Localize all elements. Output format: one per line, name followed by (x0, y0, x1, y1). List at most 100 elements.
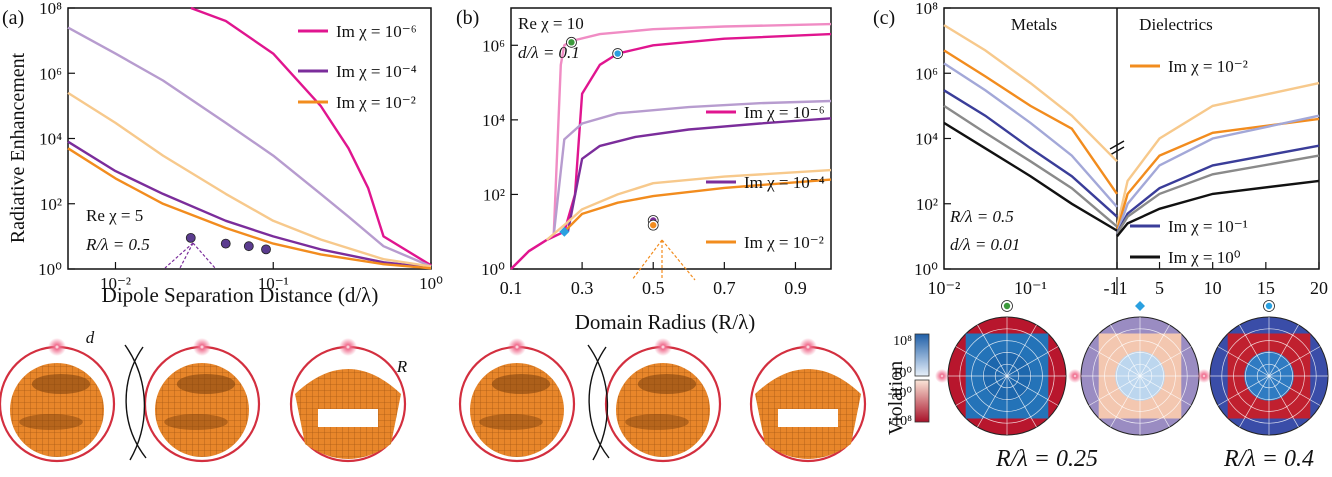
colorbar-tick-label: -10⁸ (888, 414, 912, 429)
polar-map (935, 300, 1067, 436)
c-xtick-label: 20 (1310, 278, 1328, 298)
voxel-sphere (0, 338, 116, 463)
polar-maps (935, 300, 1329, 436)
a-ytick-label: 10⁸ (39, 0, 62, 18)
panel-a-plot (67, 6, 432, 270)
panel-a-xticks: 10⁻² 10⁻¹ 10⁰ (100, 262, 443, 293)
c-ytick-label: 10⁴ (915, 130, 938, 149)
dipole-glow (654, 338, 672, 356)
b-ytick-label: 10⁴ (482, 111, 505, 130)
series-line-5-dielectric (1116, 179, 1320, 238)
series-line-4 (545, 168, 832, 241)
panel-b-note-d: d/λ = 0.1 (518, 43, 580, 62)
cavity (318, 409, 378, 427)
b-xtick-label: 0.9 (784, 278, 807, 298)
c-legend-label: Im χ = 10⁻¹ (1168, 217, 1248, 236)
voxel-groove (19, 414, 83, 430)
b-ytick-label: 10² (483, 185, 505, 204)
colorbar-ticks: 10⁸ 10⁰ -10⁰ -10⁸ (888, 334, 913, 429)
voxel-groove (164, 414, 228, 430)
panel-a-tag: (a) (2, 7, 24, 29)
transition-arrow (125, 346, 147, 459)
transition-arrow (588, 346, 610, 459)
panel-b-marker-arrows (631, 239, 696, 281)
voxel-groove (625, 414, 689, 430)
polar-spoke (955, 346, 1059, 406)
a-legend-label: Im χ = 10⁻⁴ (336, 62, 417, 81)
b-xtick-label: 0.3 (571, 278, 594, 298)
series-line-1-metal (943, 49, 1118, 195)
series-line-1-dielectric (1115, 117, 1320, 231)
a-legend-label: Im χ = 10⁻⁶ (336, 22, 417, 41)
c-xtick-label: 10 (1204, 278, 1222, 298)
polar-marker-point (1003, 302, 1011, 310)
c-ytick-label: 10⁸ (915, 0, 938, 18)
c-xtick-label: 15 (1257, 278, 1275, 298)
dipole-glow (48, 338, 66, 356)
b-ytick-label: 10⁰ (481, 260, 505, 279)
series-line-5-metal (943, 121, 1118, 232)
a-legend-label: Im χ = 10⁻² (336, 93, 416, 112)
structure-insets: dR (0, 328, 867, 463)
c-legend-label: Im χ = 10⁻² (1168, 57, 1248, 76)
a-ytick-label: 10⁴ (39, 130, 62, 149)
panel-b-plot (510, 22, 832, 270)
colorbar-tick-label: 10⁸ (893, 334, 912, 349)
panel-c-plot (943, 24, 1320, 238)
dipole-glow (1197, 369, 1211, 383)
dipole-glow (1068, 369, 1082, 383)
b-xtick-label: 0.5 (642, 278, 665, 298)
panel-c-axis-break (1109, 140, 1125, 156)
a-xtick-label: 10⁰ (419, 274, 443, 293)
series-line-4-dielectric (1115, 154, 1320, 235)
dipole-glow (339, 338, 357, 356)
series-line-3 (566, 117, 832, 232)
series-line-1 (510, 32, 832, 270)
panel-a-ylabel: Radiative Enhancement (7, 52, 29, 243)
a-marker-point (220, 238, 231, 249)
panel-b: (b) Domain Radius (R/λ) 10⁰ 10² 10⁴ 10⁶ 0.1… (456, 7, 832, 334)
panel-c-frame (943, 7, 1320, 270)
dipole-glow (799, 338, 817, 356)
panel-b-note-rechi: Re χ = 10 (518, 14, 584, 33)
series-line-0-dielectric (1115, 81, 1320, 227)
c-ytick-label: 10⁰ (914, 260, 938, 279)
series-line-3 (67, 91, 432, 268)
series-line-0-metal (943, 24, 1118, 163)
c-xtick-label: 1 (1119, 278, 1128, 298)
voxel-sphere (749, 338, 867, 463)
panel-c-tag: (c) (873, 7, 895, 29)
panel-a-note-rechi: Re χ = 5 (86, 206, 143, 225)
panel-c-xticks: 10⁻² 10⁻¹ -1 1 5 10 15 20 (928, 262, 1328, 298)
b-legend-label: Im χ = 10⁻⁴ (744, 173, 825, 192)
colorbar-tick-label: 10⁰ (892, 366, 912, 381)
panel-a-yticks: 10⁰ 10² 10⁴ 10⁶ 10⁸ (38, 0, 75, 279)
polar-map (1197, 300, 1329, 436)
colorbar-positive (914, 333, 930, 377)
panel-a-legend: Im χ = 10⁻⁶ Im χ = 10⁻⁴ Im χ = 10⁻² (298, 22, 417, 112)
panel-c-note-d: d/λ = 0.01 (950, 235, 1020, 254)
voxel-groove (637, 374, 697, 394)
b-marker-point (614, 50, 621, 57)
panel-c-yticks: 10⁰ 10² 10⁴ 10⁶ 10⁸ (914, 0, 951, 279)
series-line-3-metal (943, 89, 1118, 218)
voxel-sphere (289, 338, 407, 463)
b-xtick-label: 0.1 (500, 278, 523, 298)
panel-b-tag: (b) (456, 7, 479, 29)
series-line-0 (190, 6, 432, 267)
colorbar-negative (914, 379, 930, 423)
panel-a-marker-arrows (164, 242, 216, 269)
panel-c-dielectrics-title: Dielectrics (1139, 15, 1213, 34)
polar-spoke (1217, 346, 1321, 406)
voxel-groove (31, 374, 91, 394)
voxel-sphere (143, 338, 261, 463)
panel-a: (a) Radiative Enhancement Dipole Separat… (2, 0, 443, 307)
a-marker-point (185, 232, 196, 243)
c-xtick-label: 10⁻² (928, 278, 961, 298)
a-ytick-label: 10² (40, 195, 62, 214)
c-xtick-label: -1 (1104, 278, 1119, 298)
voxel-groove (176, 374, 236, 394)
panel-c-metals-title: Metals (1011, 15, 1057, 34)
cavity (778, 409, 838, 427)
b-ytick-label: 10⁶ (482, 36, 505, 55)
